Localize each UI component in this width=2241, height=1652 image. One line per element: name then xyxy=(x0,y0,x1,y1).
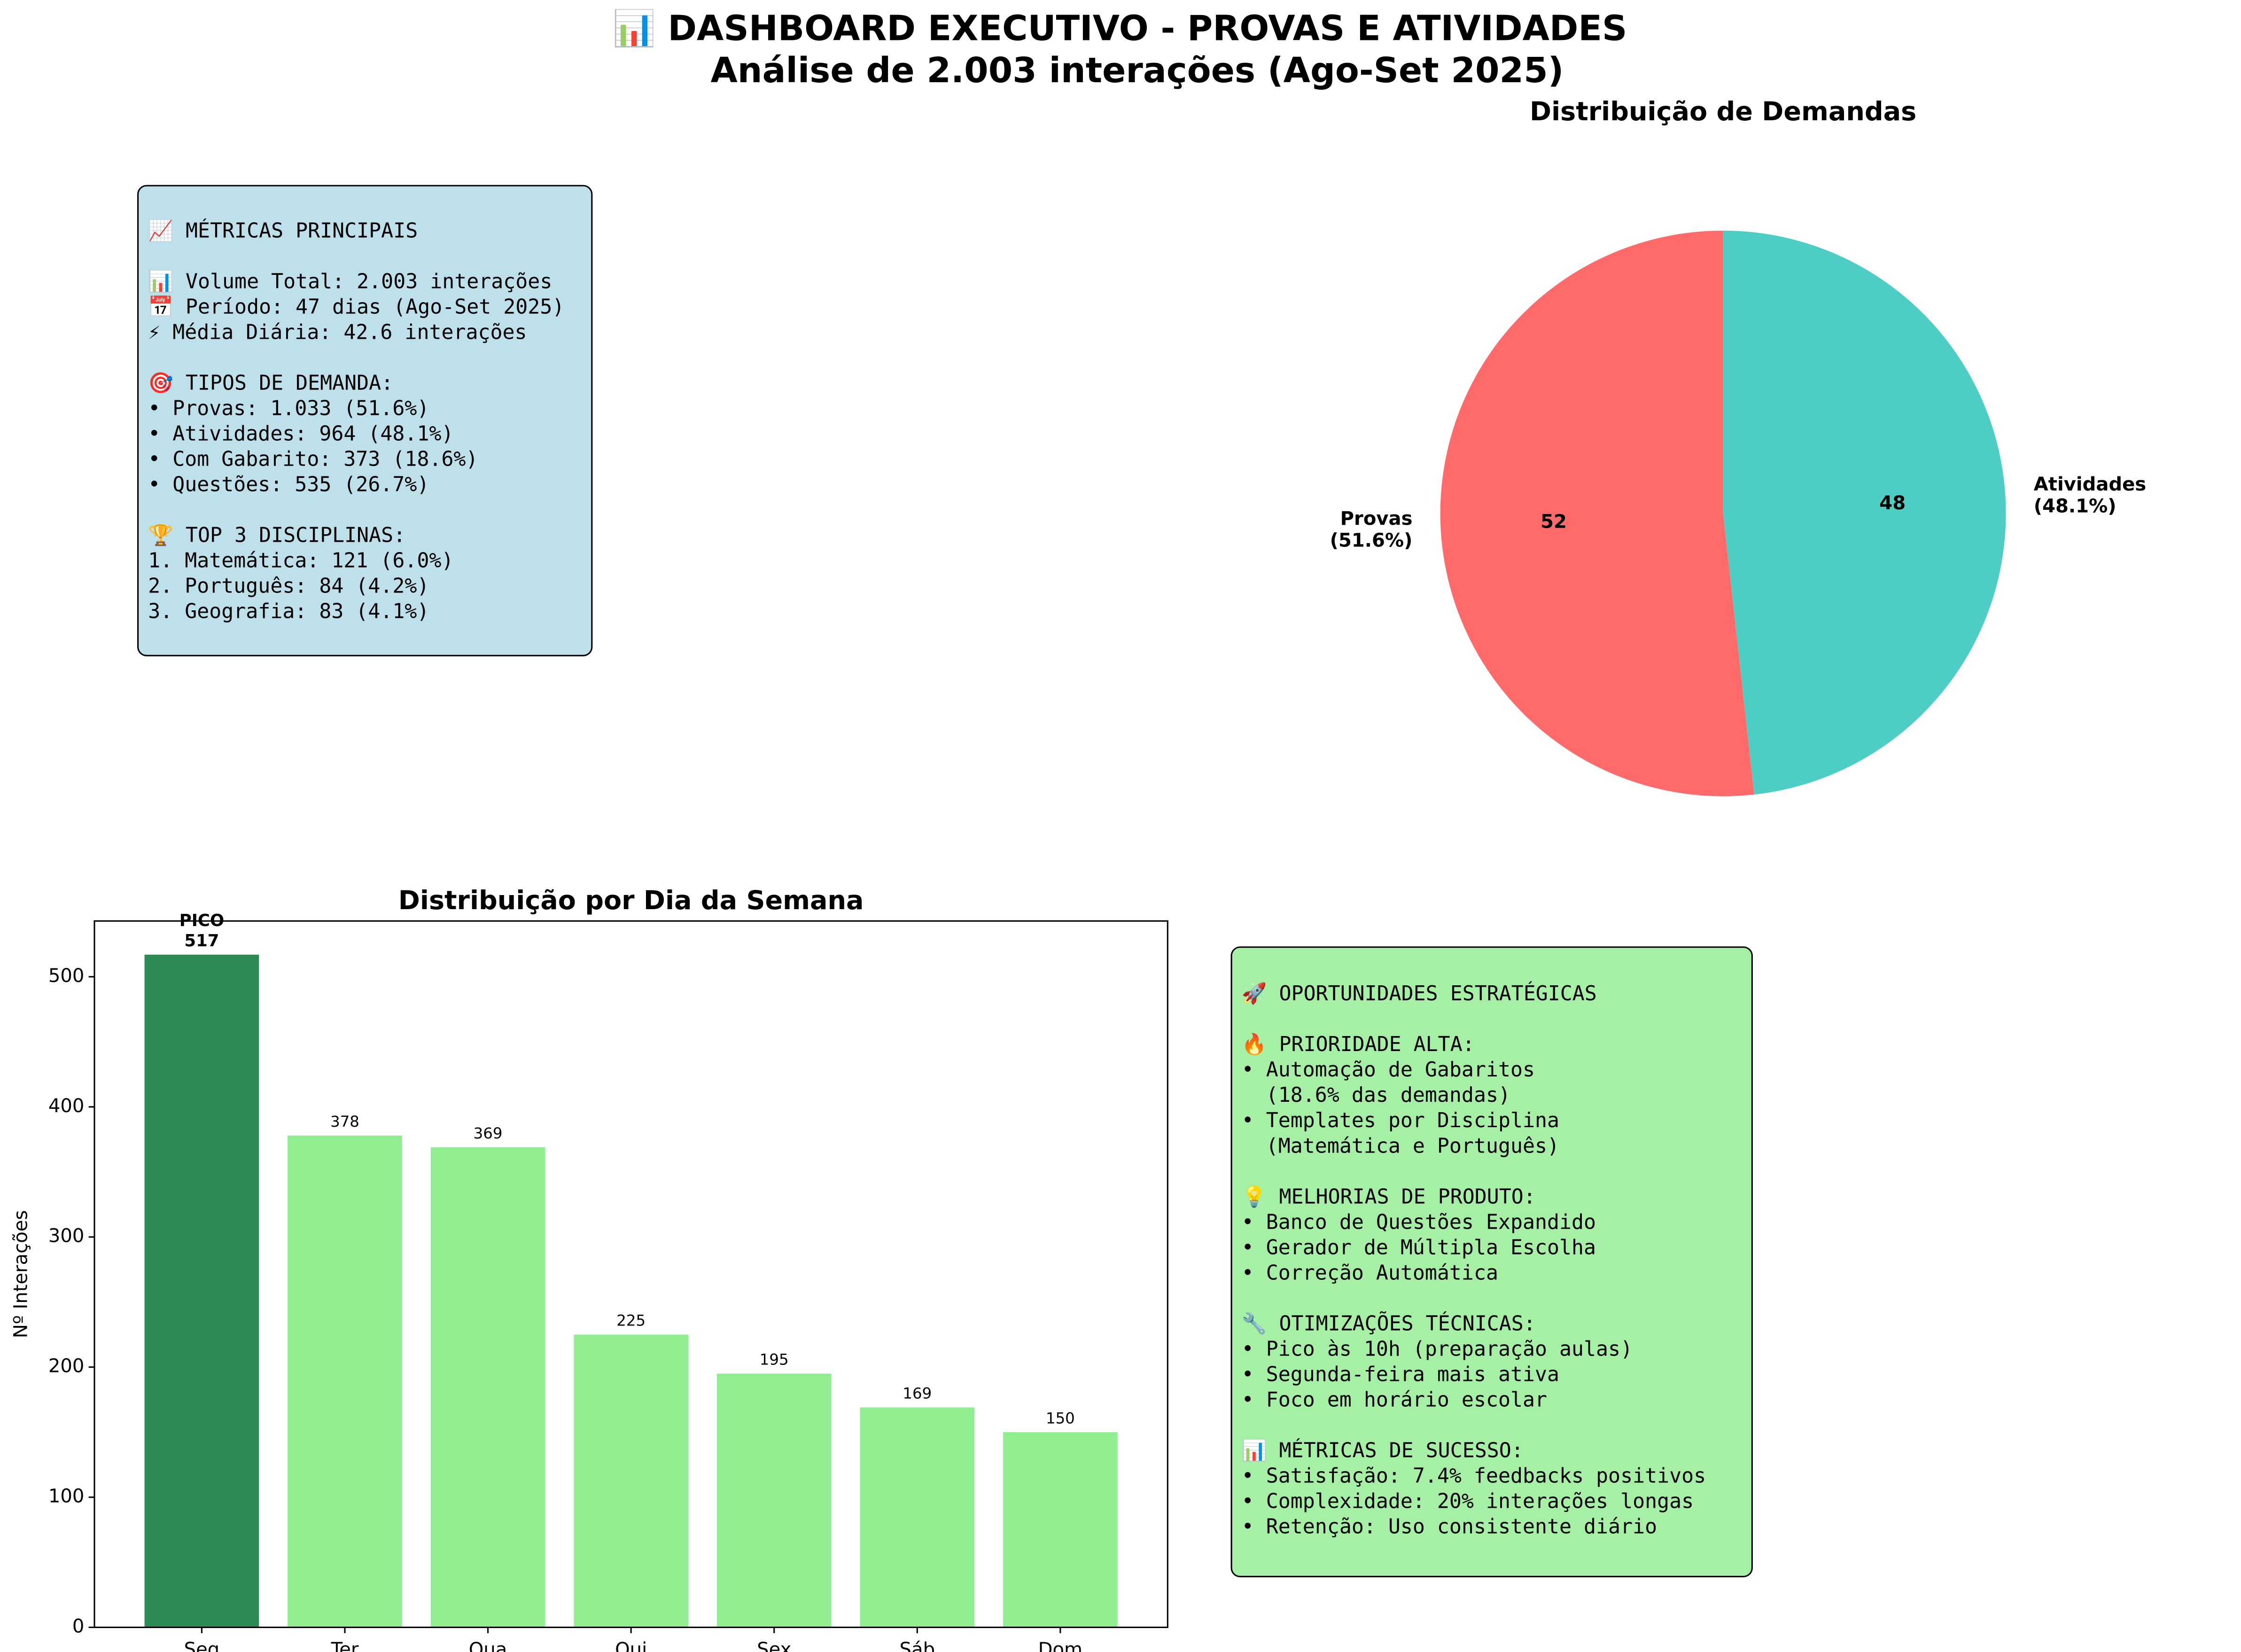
box-line: • Gerador de Múltipla Escolha xyxy=(1242,1236,1596,1259)
dashboard-subtitle: Análise de 2.003 interações (Ago-Set 202… xyxy=(710,50,1564,91)
box-line: • Satisfação: 7.4% feedbacks positivos xyxy=(1242,1465,1706,1488)
box-line: • Com Gabarito: 373 (18.6%) xyxy=(148,448,478,471)
bar xyxy=(574,1334,688,1628)
box-line: • Correção Automática xyxy=(1242,1261,1498,1285)
chart-title: Distribuição por Dia da Semana xyxy=(398,885,864,916)
box-line: 💡 MELHORIAS DE PRODUTO: xyxy=(1242,1184,1536,1208)
opportunities-box xyxy=(1230,946,1753,1578)
box-line: 🏆 TOP 3 DISCIPLINAS: xyxy=(148,523,405,547)
y-tick-label: 500 xyxy=(48,965,85,987)
pie-value-label: 52 xyxy=(1541,511,1567,533)
box-line: 📊 Volume Total: 2.003 interações xyxy=(148,269,552,293)
box-line: 🎯 TIPOS DE DEMANDA: xyxy=(148,372,393,395)
box-line: 2. Português: 84 (4.2%) xyxy=(148,575,429,598)
plot-frame xyxy=(93,920,1168,1629)
bar xyxy=(288,1135,402,1628)
bar xyxy=(1003,1432,1118,1628)
box-line: • Retenção: Uso consistente diário xyxy=(1242,1515,1657,1539)
box-line: 🔥 PRIORIDADE ALTA: xyxy=(1242,1032,1475,1056)
bar xyxy=(430,1147,545,1628)
y-tick-label: 400 xyxy=(48,1095,85,1117)
box-line: • Foco em horário escolar xyxy=(1242,1388,1547,1411)
pie-wedge xyxy=(1723,230,2006,795)
x-tick-label: Seg xyxy=(184,1639,220,1652)
box-line: 📊 MÉTRICAS DE SUCESSO: xyxy=(1242,1439,1524,1463)
dashboard-title: 📊 DASHBOARD EXECUTIVO - PROVAS E ATIVIDA… xyxy=(613,8,1627,48)
box-line: (Matemática e Português) xyxy=(1242,1134,1559,1158)
x-tick-label: Qua xyxy=(469,1639,507,1652)
bar xyxy=(144,954,259,1628)
bar-value-label: 369 xyxy=(474,1124,503,1142)
box-line: ⚡ Média Diária: 42.6 interações xyxy=(148,320,527,344)
x-tick-label: Ter xyxy=(331,1639,359,1652)
x-tick-label: Sáb xyxy=(900,1639,935,1652)
x-tick-label: Dom xyxy=(1038,1639,1083,1652)
y-tick-label: 100 xyxy=(48,1486,85,1507)
bar-value-label: 225 xyxy=(616,1312,646,1330)
metrics-box xyxy=(137,185,593,656)
x-tick-label: Sex xyxy=(757,1639,791,1652)
box-line: (18.6% das demandas) xyxy=(1242,1083,1510,1107)
y-tick-label: 200 xyxy=(48,1356,85,1377)
x-tick-label: Qui xyxy=(615,1639,647,1652)
box-line: 3. Geografia: 83 (4.1%) xyxy=(148,600,429,623)
box-line: 1. Matemática: 121 (6.0%) xyxy=(148,549,453,573)
box-line: • Complexidade: 20% interações longas xyxy=(1242,1490,1694,1513)
bar-value-label: 169 xyxy=(903,1385,932,1403)
y-axis-label: Nº Interações xyxy=(10,1210,32,1339)
pie-wedge xyxy=(1440,230,1754,796)
box-line: 📈 MÉTRICAS PRINCIPAIS xyxy=(148,218,418,242)
box-line: 📅 Período: 47 dias (Ago-Set 2025) xyxy=(148,295,564,319)
y-tick-label: 0 xyxy=(72,1616,85,1637)
bar-value-label: 150 xyxy=(1046,1409,1075,1427)
pie-value-label: 48 xyxy=(1879,492,1906,514)
box-line: • Pico às 10h (preparação aulas) xyxy=(1242,1337,1633,1361)
chart-title: Distribuição de Demandas xyxy=(1530,96,1916,127)
pie-label: Atividades (48.1%) xyxy=(2034,474,2146,517)
box-line: • Segunda-feira mais ativa xyxy=(1242,1363,1559,1386)
pie-label: Provas (51.6%) xyxy=(1330,508,1413,551)
box-line: 🔧 OTIMIZAÇÕES TÉCNICAS: xyxy=(1242,1311,1536,1335)
bar-value-label: 195 xyxy=(760,1351,789,1369)
bar xyxy=(716,1373,832,1628)
box-line: • Templates por Disciplina xyxy=(1242,1109,1559,1132)
box-line: • Atividades: 964 (48.1%) xyxy=(148,422,453,446)
bar xyxy=(860,1407,975,1628)
bar-value-label: PICO 517 xyxy=(179,911,224,951)
box-line: • Questões: 535 (26.7%) xyxy=(148,473,429,497)
box-line: • Banco de Questões Expandido xyxy=(1242,1210,1596,1234)
box-line: • Provas: 1.033 (51.6%) xyxy=(148,397,429,421)
box-line: 🚀 OPORTUNIDADES ESTRATÉGICAS xyxy=(1242,982,1597,1005)
box-line: • Automação de Gabaritos xyxy=(1242,1058,1535,1082)
bar-value-label: 378 xyxy=(330,1113,359,1130)
y-tick-label: 300 xyxy=(48,1225,85,1247)
